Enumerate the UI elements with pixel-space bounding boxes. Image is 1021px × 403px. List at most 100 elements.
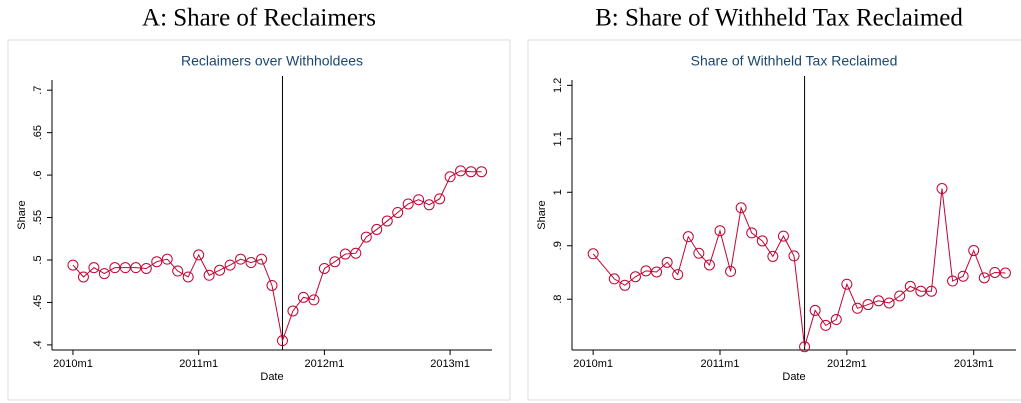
data-point [756, 235, 768, 247]
y-tick-label: .5 [32, 255, 44, 264]
y-tick-label: .6 [32, 171, 44, 180]
data-point [936, 183, 948, 195]
data-point [703, 259, 715, 271]
data-point [214, 264, 226, 276]
data-point [77, 271, 89, 283]
data-point [841, 278, 853, 290]
data-point [172, 265, 184, 277]
y-tick-label: 1.2 [552, 78, 564, 93]
panel-title: B: Share of Withheld Tax Reclaimed [595, 5, 963, 32]
data-point [402, 198, 414, 210]
data-point [619, 279, 631, 291]
data-point [799, 341, 811, 353]
data-point [746, 227, 758, 239]
data-point [989, 266, 1001, 278]
data-point [276, 335, 288, 347]
data-point [830, 314, 842, 326]
data-point [423, 199, 435, 211]
panel-frame [527, 39, 1021, 401]
data-point [98, 268, 110, 280]
x-axis-label: Date [260, 371, 283, 383]
y-tick-label: .45 [32, 295, 44, 310]
data-point [947, 275, 959, 287]
panel-frame [7, 39, 511, 401]
data-point [682, 231, 694, 243]
y-tick-label: .65 [32, 125, 44, 140]
x-tick-label: 2012m1 [304, 358, 344, 370]
data-point [767, 250, 779, 262]
data-point [182, 271, 194, 283]
data-point [287, 305, 299, 317]
data-point [587, 248, 599, 260]
data-point [608, 273, 620, 285]
data-point [809, 304, 821, 316]
data-point [999, 267, 1011, 279]
data-point [777, 230, 789, 242]
data-point [978, 272, 990, 284]
data-point [381, 215, 393, 227]
data-point [245, 257, 257, 269]
data-point [224, 259, 236, 271]
data-point [297, 291, 309, 303]
y-axis-label: Share [16, 200, 28, 229]
data-point [714, 225, 726, 237]
x-tick-label: 2012m1 [827, 358, 867, 370]
data-point [256, 253, 268, 265]
y-tick-label: .8 [552, 295, 564, 304]
data-point [651, 266, 663, 278]
data-point [904, 280, 916, 292]
data-point [444, 171, 456, 183]
data-point [820, 319, 832, 331]
data-point [862, 299, 874, 311]
data-point [968, 245, 980, 257]
chart-subtitle: Reclaimers over Withholdees [181, 53, 363, 69]
y-tick-label: .55 [32, 210, 44, 225]
y-tick-label: .9 [552, 241, 564, 250]
x-axis-label: Date [782, 371, 805, 383]
data-point [413, 194, 425, 206]
x-tick-label: 2011m1 [701, 358, 740, 370]
data-point [925, 285, 937, 297]
data-point [640, 265, 652, 277]
data-point [193, 249, 205, 261]
data-point [957, 270, 969, 282]
data-point [788, 250, 800, 262]
y-tick-label: 1 [552, 189, 564, 195]
data-point [883, 297, 895, 309]
data-point [725, 265, 737, 277]
data-point [672, 269, 684, 281]
data-point [151, 256, 163, 268]
data-point [350, 247, 362, 259]
y-tick-label: .4 [32, 340, 44, 349]
data-point [371, 223, 383, 235]
data-point [360, 231, 372, 243]
data-point [88, 262, 100, 274]
x-tick-label: 2013m1 [954, 358, 994, 370]
data-point [266, 279, 278, 291]
x-tick-label: 2010m1 [53, 358, 93, 370]
x-tick-label: 2013m1 [430, 358, 470, 370]
data-point [455, 165, 467, 177]
data-point [434, 193, 446, 205]
data-point [735, 202, 747, 214]
data-point [851, 302, 863, 314]
y-tick-label: .7 [32, 86, 44, 95]
data-point [308, 294, 320, 306]
data-point [203, 269, 215, 281]
data-point [67, 259, 79, 271]
data-point [392, 206, 404, 218]
x-tick-label: 2010m1 [573, 358, 613, 370]
data-point [693, 247, 705, 259]
data-point [130, 262, 142, 274]
data-point [873, 295, 885, 307]
panel-title: A: Share of Reclaimers [142, 5, 376, 32]
data-point [161, 253, 173, 265]
x-tick-label: 2011m1 [179, 358, 218, 370]
data-point [318, 262, 330, 274]
data-point [235, 253, 247, 265]
data-point [915, 285, 927, 297]
y-tick-label: 1.1 [552, 131, 564, 146]
data-point [894, 290, 906, 302]
data-point [629, 271, 641, 283]
data-point [476, 166, 488, 178]
